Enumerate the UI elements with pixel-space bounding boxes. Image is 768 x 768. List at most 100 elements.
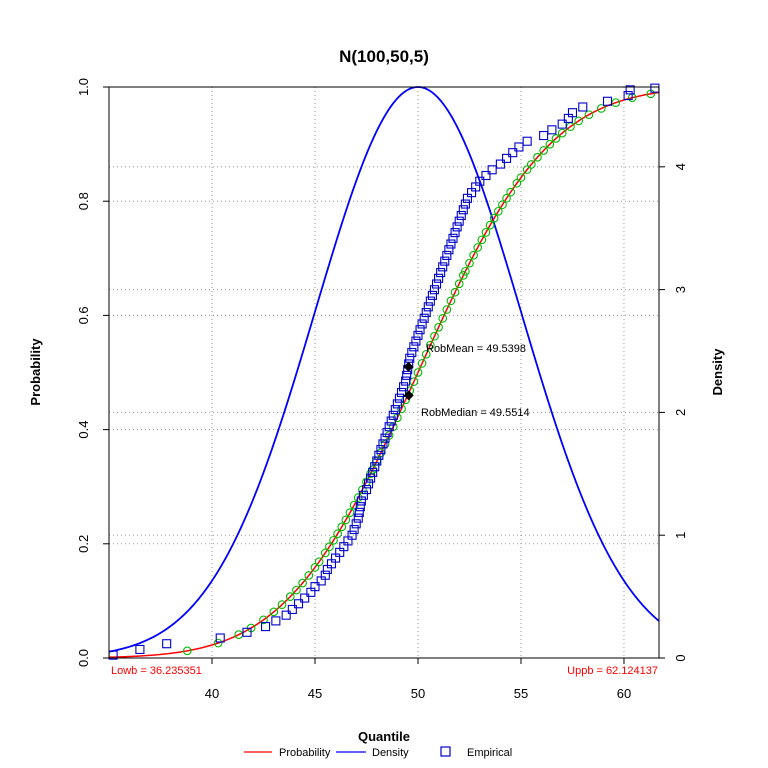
normal-fit-point [425,340,435,350]
normal-fit-point [465,258,474,268]
robust-markers [403,361,414,401]
empirical-point [425,296,435,306]
empirical-point [547,125,557,135]
empirical-point [394,393,404,403]
empirical-point [450,228,460,238]
empirical-point [514,142,524,152]
empirical-point [320,570,330,580]
empirical-point [349,524,359,535]
normal-fit-point [485,220,495,230]
empirical-point [434,273,444,283]
empirical-point [353,513,363,523]
empirical-point [386,416,396,426]
normal-fit-point [259,615,268,625]
empirical-point [287,604,297,615]
normal-fit-point [446,296,456,306]
normal-fit-point [493,206,503,216]
empirical-point [358,490,368,500]
normal-fit-point [506,187,516,197]
normal-fit-point [213,638,223,648]
normal-fit-point [584,110,594,120]
y-tick-label: 0.8 [76,192,91,210]
empirical-point [135,644,145,654]
legend-empirical-label: Empirical [467,747,512,759]
empirical-point [215,633,225,643]
normal-fit-point [298,578,307,588]
empirical-point [354,507,364,517]
normal-fit-point [545,139,555,149]
empirical-point [481,170,491,181]
normal-fit-point [182,646,192,656]
normal-fit-point [526,160,536,169]
empirical-point [502,153,512,163]
empirical-point [402,370,412,380]
normal-fit-point [551,134,561,143]
empirical-point [452,222,462,232]
normal-fit-point [277,600,287,610]
normal-fit-point [430,331,439,341]
normal-fit-point [498,200,507,210]
x-tick-label: 40 [205,686,219,701]
annotation-robmean: RobMean = 49.5398 [426,343,526,355]
empirical-point [355,502,365,512]
y-axis-right: 0 1 2 3 4 [659,163,688,662]
normal-fit-point [292,585,301,595]
normal-fit-point [333,529,343,539]
empirical-point [421,307,431,318]
x-tick-label: 50 [411,686,425,701]
empirical-point [293,599,304,609]
legend-density-label: Density [372,747,409,759]
normal-fit-point [345,508,355,517]
y2-axis-label: Density [710,348,725,396]
normal-fit-point [320,548,330,558]
empirical-point [380,433,390,443]
empirical-point [625,85,635,95]
normal-fit-point [473,243,483,252]
empirical-point [370,462,380,472]
empirical-point [162,639,172,649]
y-tick-label: 1.0 [76,78,91,96]
normal-fit-point [442,305,452,314]
empirical-point [417,319,427,329]
empirical-point [522,136,532,146]
annotation-robmedian: RobMedian = 49.5514 [421,407,530,419]
normal-fit-point [353,493,363,502]
empirical-point [436,268,446,278]
y2-tick-label: 3 [673,286,688,293]
empirical-point [508,148,518,158]
empirical-point [440,256,450,266]
normal-fit-point [269,607,279,617]
empirical-point [310,582,320,592]
empirical-point [448,233,458,243]
normal-fit-point [421,349,431,359]
empirical-point [411,336,421,346]
normal-fit-point [512,178,522,188]
empirical-point [623,91,633,101]
empirical-point [376,445,386,455]
normal-fit-point [596,104,606,113]
normal-fit-point [325,542,334,552]
points-layer [108,83,660,660]
empirical-point [374,450,384,460]
empirical-point [446,239,456,249]
empirical-point [271,616,281,626]
empirical-point [399,382,409,392]
empirical-point [407,347,417,358]
empirical-point [261,622,271,632]
normal-fit-point [285,592,295,601]
normal-fit-point [337,522,347,532]
empirical-point [409,342,419,352]
y-tick-label: 0.4 [76,421,91,439]
empirical-point [242,627,252,637]
y2-tick-label: 1 [673,532,688,539]
empirical-point [388,410,398,420]
plot-frame [108,86,660,659]
y2-tick-label: 0 [673,654,688,661]
normal-fit-point [516,173,526,182]
normal-fit-point [341,515,351,525]
empirical-point [361,485,372,495]
empirical-point [442,250,452,260]
normal-fit-point [454,279,464,289]
empirical-point [423,302,433,312]
